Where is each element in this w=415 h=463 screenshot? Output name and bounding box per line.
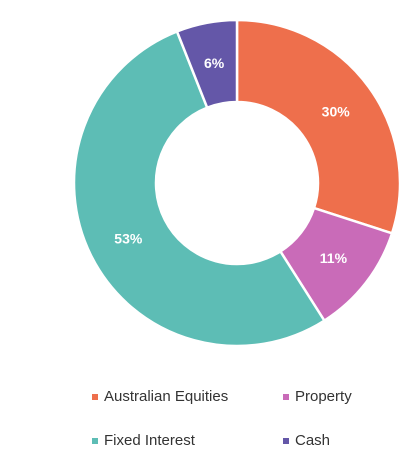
donut-slices	[72, 18, 402, 348]
chart-legend: Australian Equities Property Fixed Inter…	[0, 380, 415, 460]
legend-swatch-fixed-interest	[92, 437, 98, 444]
data-label-fixed-interest: 53%	[114, 230, 143, 246]
legend-item-property: Property	[283, 388, 352, 405]
slice-cash	[175, 18, 239, 109]
legend-swatch-australian-equities	[92, 393, 98, 400]
data-label-australian-equities: 30%	[322, 103, 351, 119]
legend-swatch-property	[283, 393, 289, 400]
donut-chart: 30% 11% 53% 6%	[72, 18, 402, 348]
legend-swatch-cash	[283, 437, 289, 444]
legend-label-cash: Cash	[295, 432, 331, 449]
slice-australian-equities	[235, 18, 402, 235]
legend-item-cash: Cash	[283, 432, 330, 449]
legend-label-fixed-interest: Fixed Interest	[104, 432, 195, 449]
legend-item-fixed-interest: Fixed Interest	[92, 432, 195, 449]
data-label-property: 11%	[320, 250, 348, 266]
legend-label-australian-equities: Australian Equities	[104, 388, 229, 405]
slice-labels: 30% 11% 53% 6%	[114, 55, 350, 266]
legend-label-property: Property	[295, 388, 352, 405]
legend-item-australian-equities: Australian Equities	[92, 388, 228, 405]
data-label-cash: 6%	[204, 55, 225, 71]
slice-fixed-interest	[72, 30, 326, 348]
